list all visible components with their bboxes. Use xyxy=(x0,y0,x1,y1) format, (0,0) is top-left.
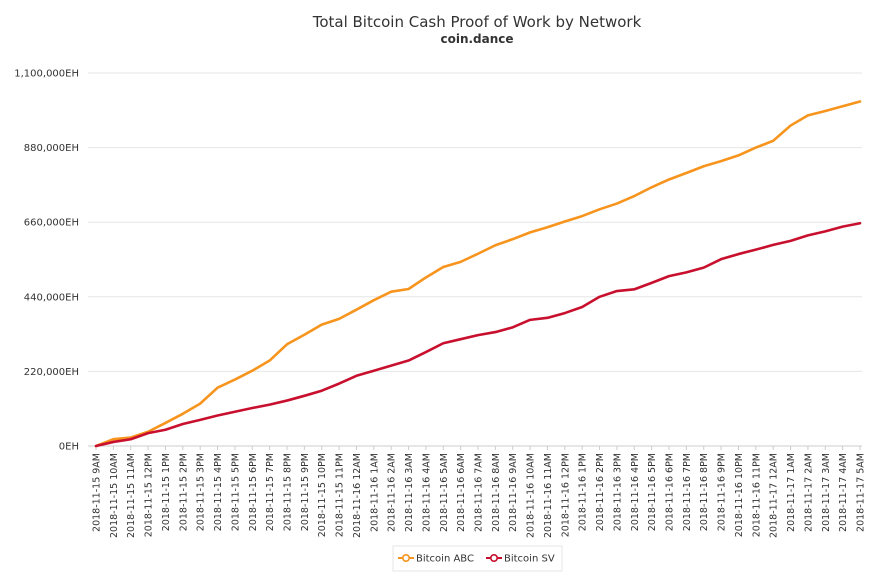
x-tick-label: 2018-11-16 9PM xyxy=(717,453,728,531)
x-tick-label: 2018-11-15 2PM xyxy=(178,453,189,531)
x-tick-label: 2018-11-16 5AM xyxy=(439,453,450,532)
legend-marker-bitcoin-abc xyxy=(401,553,410,562)
x-tick-label: 2018-11-15 10PM xyxy=(317,453,328,537)
x-tick-label: 2018-11-16 8PM xyxy=(699,453,710,531)
x-tick-label: 2018-11-16 1PM xyxy=(578,453,589,531)
x-tick-label: 2018-11-15 12PM xyxy=(144,453,155,537)
series-line-bitcoin-abc xyxy=(94,100,862,448)
x-tick-label: 2018-11-16 12AM xyxy=(352,453,363,538)
x-tick-label: 2018-11-16 7AM xyxy=(474,453,485,532)
y-tick-label: 0EH xyxy=(59,442,79,453)
x-tick-label: 2018-11-16 2AM xyxy=(387,453,398,532)
x-tick-label: 2018-11-16 12PM xyxy=(560,453,571,537)
x-tick-label: 2018-11-15 1PM xyxy=(161,453,172,531)
x-tick-label: 2018-11-16 10PM xyxy=(734,453,745,537)
x-tick-label: 2018-11-16 11PM xyxy=(751,453,762,537)
series-layer xyxy=(94,100,862,448)
x-tick-label: 2018-11-16 6AM xyxy=(456,453,467,532)
x-tick-label: 2018-11-16 4PM xyxy=(630,453,641,531)
chart-subtitle: coin.dance xyxy=(440,32,513,46)
y-axis-ticks: 0EH 220,000EH 440,000EH 660,000EH 880,000EH 1… xyxy=(14,69,79,453)
x-tick-label: 2018-11-16 10AM xyxy=(526,453,537,538)
x-tick-label: 2018-11-16 2PM xyxy=(595,453,606,531)
x-tick-label: 2018-11-16 11AM xyxy=(543,453,554,538)
x-tick-label: 2018-11-15 9AM xyxy=(92,453,103,532)
x-tick-label: 2018-11-15 11AM xyxy=(126,453,137,538)
x-tick-label: 2018-11-16 7PM xyxy=(682,453,693,531)
x-tick-label: 2018-11-15 4PM xyxy=(213,453,224,531)
x-tick-label: 2018-11-16 3PM xyxy=(612,453,623,531)
x-tick-label: 2018-11-17 5AM xyxy=(856,453,867,532)
y-tick-label: 880,000EH xyxy=(24,143,79,154)
x-tick-label: 2018-11-15 7PM xyxy=(265,453,276,531)
legend-box xyxy=(392,545,563,572)
x-tick-label: 2018-11-17 2AM xyxy=(803,453,814,532)
legend-item-bitcoin-abc[interactable]: Bitcoin ABC xyxy=(398,554,474,565)
y-tick-label: 1,100,000EH xyxy=(14,69,79,80)
x-tick-label: 2018-11-15 11PM xyxy=(335,453,346,537)
x-tick-label: 2018-11-15 3PM xyxy=(196,453,207,531)
legend-label-bitcoin-sv: Bitcoin SV xyxy=(504,554,555,565)
x-tick-label: 2018-11-16 6PM xyxy=(665,453,676,531)
y-tick-label: 440,000EH xyxy=(24,292,79,303)
x-tick-label: 2018-11-15 8PM xyxy=(283,453,294,531)
x-tick-label: 2018-11-15 6PM xyxy=(248,453,259,531)
x-tick-label: 2018-11-17 12AM xyxy=(769,453,780,538)
y-tick-label: 220,000EH xyxy=(24,367,79,378)
x-tick-label: 2018-11-17 3AM xyxy=(821,453,832,532)
x-tick-label: 2018-11-15 9PM xyxy=(300,453,311,531)
x-tick-label: 2018-11-17 4AM xyxy=(838,453,849,532)
x-axis-ticks: 2018-11-15 9AM 2018-11-15 10AM 2018-11-15 … xyxy=(92,446,867,538)
x-tick-label: 2018-11-16 8AM xyxy=(491,453,502,532)
y-tick-label: 660,000EH xyxy=(24,218,79,229)
x-tick-label: 2018-11-16 9AM xyxy=(508,453,519,532)
x-tick-label: 2018-11-16 1AM xyxy=(369,453,380,532)
series-line-bitcoin-sv xyxy=(94,221,862,448)
x-tick-label: 2018-11-16 3AM xyxy=(404,453,415,532)
legend-marker-bitcoin-sv xyxy=(489,553,498,562)
x-tick-label: 2018-11-15 10AM xyxy=(109,453,120,538)
grid-layer xyxy=(88,72,862,447)
legend-label-bitcoin-abc: Bitcoin ABC xyxy=(416,554,474,565)
x-tick-label: 2018-11-16 5PM xyxy=(647,453,658,531)
legend-item-bitcoin-sv[interactable]: Bitcoin SV xyxy=(486,554,555,565)
x-tick-label: 2018-11-15 5PM xyxy=(230,453,241,531)
legend: Bitcoin ABC Bitcoin SV xyxy=(392,545,563,572)
x-tick-label: 2018-11-17 1AM xyxy=(786,453,797,532)
chart-title: Total Bitcoin Cash Proof of Work by Netw… xyxy=(312,13,642,31)
x-tick-label: 2018-11-16 4AM xyxy=(421,453,432,532)
